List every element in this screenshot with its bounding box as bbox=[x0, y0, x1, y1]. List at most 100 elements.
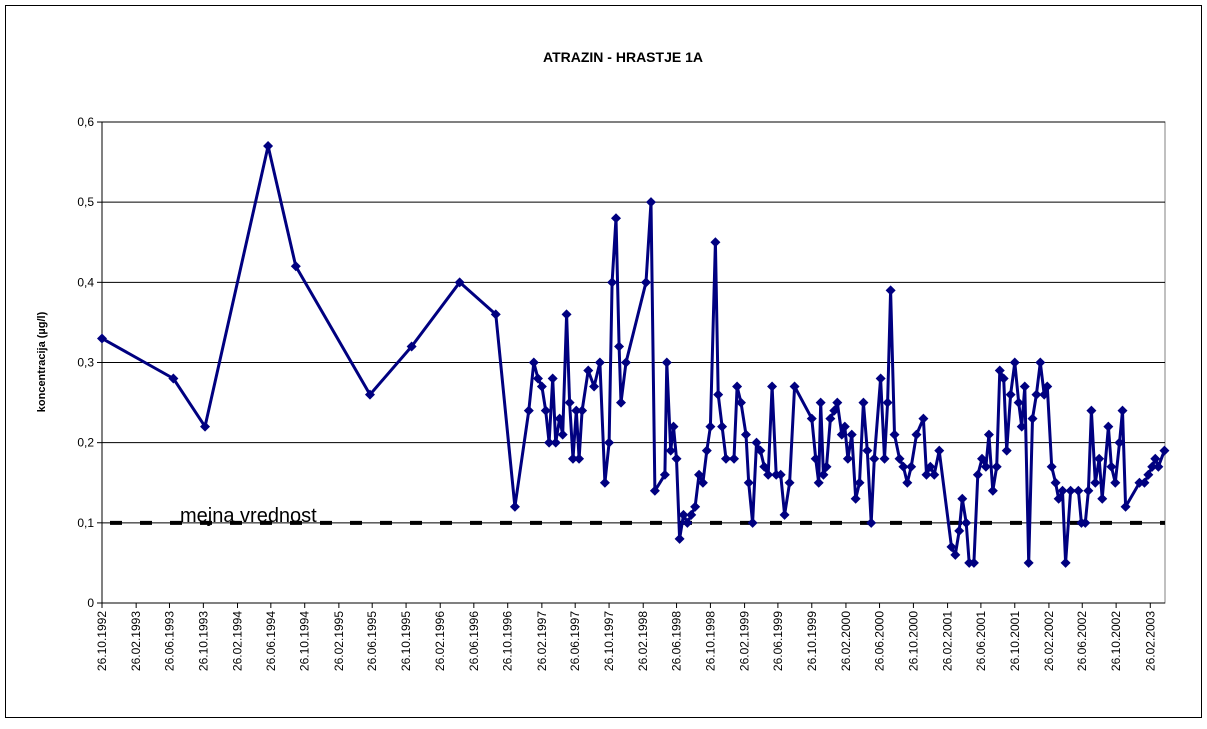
x-tick-label: 26.06.2000 bbox=[873, 611, 887, 671]
data-point bbox=[682, 517, 693, 528]
x-tick-label: 26.10.1997 bbox=[602, 611, 616, 671]
data-point bbox=[1023, 557, 1034, 568]
data-point bbox=[1106, 461, 1117, 472]
data-point bbox=[759, 461, 770, 472]
data-point bbox=[850, 493, 861, 504]
data-point bbox=[779, 509, 790, 520]
data-point bbox=[755, 445, 766, 456]
y-tick-label: 0,5 bbox=[77, 195, 94, 209]
x-tick-label: 26.02.2001 bbox=[941, 611, 955, 671]
data-point bbox=[640, 277, 651, 288]
data-point bbox=[528, 357, 539, 368]
data-point bbox=[1150, 453, 1161, 464]
y-tick-label: 0 bbox=[87, 596, 94, 610]
x-tick-label: 26.10.1995 bbox=[399, 611, 413, 671]
x-tick-label: 26.02.1998 bbox=[636, 611, 650, 671]
data-point bbox=[607, 277, 618, 288]
data-point bbox=[1147, 461, 1158, 472]
data-point bbox=[1053, 493, 1064, 504]
data-point bbox=[889, 429, 900, 440]
data-point bbox=[690, 501, 701, 512]
x-tick-label: 26.02.1994 bbox=[231, 611, 245, 671]
data-point bbox=[454, 277, 465, 288]
chart-title: ATRAZIN - HRASTJE 1A bbox=[543, 49, 703, 65]
data-point bbox=[825, 413, 836, 424]
data-point bbox=[599, 477, 610, 488]
data-point bbox=[547, 373, 558, 384]
data-point bbox=[1016, 421, 1027, 432]
data-point bbox=[743, 477, 754, 488]
data-point bbox=[898, 461, 909, 472]
y-tick-label: 0,4 bbox=[77, 275, 94, 289]
y-tick-label: 0,6 bbox=[77, 115, 94, 129]
data-point bbox=[577, 405, 588, 416]
data-point bbox=[509, 501, 520, 512]
data-point bbox=[894, 453, 905, 464]
data-point bbox=[604, 437, 615, 448]
data-point bbox=[832, 397, 843, 408]
data-point bbox=[649, 485, 660, 496]
y-tick-label: 0,3 bbox=[77, 356, 94, 370]
data-point bbox=[1005, 389, 1016, 400]
data-point bbox=[1057, 485, 1068, 496]
data-point bbox=[972, 469, 983, 480]
data-point bbox=[564, 397, 575, 408]
data-point bbox=[869, 453, 880, 464]
data-point bbox=[810, 453, 821, 464]
data-point bbox=[1083, 485, 1094, 496]
data-point bbox=[784, 477, 795, 488]
data-point bbox=[1042, 381, 1053, 392]
data-point bbox=[929, 469, 940, 480]
x-tick-label: 26.10.1999 bbox=[805, 611, 819, 671]
data-point bbox=[1139, 477, 1150, 488]
data-point bbox=[934, 445, 945, 456]
data-point bbox=[1153, 461, 1164, 472]
x-tick-label: 26.06.1999 bbox=[771, 611, 785, 671]
data-point bbox=[611, 213, 622, 224]
x-tick-label: 26.06.1993 bbox=[162, 611, 176, 671]
x-tick-label: 26.06.1998 bbox=[670, 611, 684, 671]
data-point bbox=[490, 309, 501, 320]
x-tick-label: 26.02.1996 bbox=[433, 611, 447, 671]
data-point bbox=[885, 285, 896, 296]
data-point bbox=[806, 413, 817, 424]
data-point bbox=[1060, 557, 1071, 568]
data-point bbox=[994, 365, 1005, 376]
data-point bbox=[906, 461, 917, 472]
data-point bbox=[767, 381, 778, 392]
y-tick-label: 0,1 bbox=[77, 516, 94, 530]
x-tick-label: 26.06.1996 bbox=[467, 611, 481, 671]
data-point bbox=[751, 437, 762, 448]
x-tick-label: 26.10.1998 bbox=[703, 611, 717, 671]
data-point bbox=[567, 453, 578, 464]
data-point bbox=[532, 373, 543, 384]
data-point bbox=[523, 405, 534, 416]
data-point bbox=[574, 453, 585, 464]
data-point bbox=[846, 429, 857, 440]
x-tick-label: 26.10.2000 bbox=[906, 611, 920, 671]
data-point bbox=[290, 261, 301, 272]
x-tick-label: 26.02.1997 bbox=[535, 611, 549, 671]
data-point bbox=[1120, 501, 1131, 512]
data-point bbox=[1110, 477, 1121, 488]
data-point bbox=[866, 517, 877, 528]
data-point bbox=[674, 533, 685, 544]
data-point bbox=[659, 469, 670, 480]
data-point bbox=[735, 397, 746, 408]
data-point bbox=[818, 469, 829, 480]
data-point bbox=[697, 477, 708, 488]
x-tick-label: 26.06.1994 bbox=[264, 611, 278, 671]
data-point bbox=[686, 509, 697, 520]
data-point bbox=[836, 429, 847, 440]
data-point bbox=[1086, 405, 1097, 416]
data-point bbox=[671, 453, 682, 464]
data-point bbox=[998, 373, 1009, 384]
data-point bbox=[740, 429, 751, 440]
data-point bbox=[980, 461, 991, 472]
data-point bbox=[554, 413, 565, 424]
data-point bbox=[1097, 493, 1108, 504]
data-point bbox=[815, 397, 826, 408]
data-point bbox=[661, 357, 672, 368]
x-tick-label: 26.10.1992 bbox=[95, 611, 109, 671]
